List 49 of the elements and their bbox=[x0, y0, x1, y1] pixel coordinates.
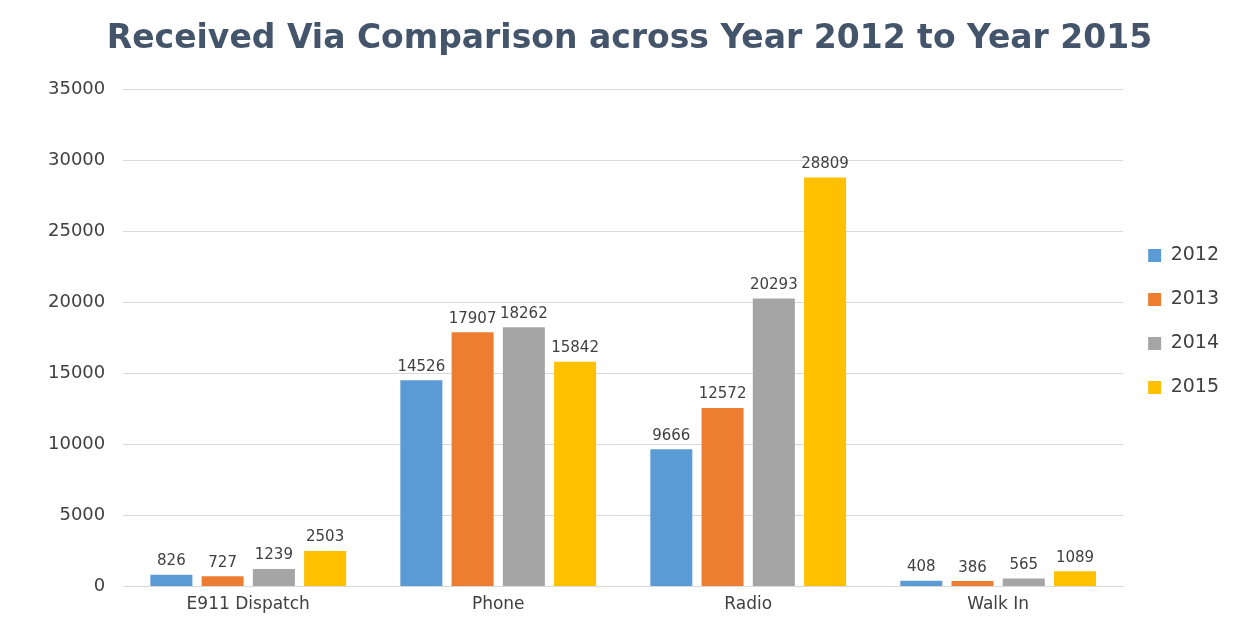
bar bbox=[1002, 578, 1045, 587]
data-label: 14526 bbox=[397, 356, 446, 375]
data-label: 386 bbox=[958, 557, 987, 576]
data-label: 9666 bbox=[652, 425, 691, 444]
bar bbox=[951, 581, 994, 587]
x-tick-label: Radio bbox=[724, 593, 773, 614]
y-tick-label: 5000 bbox=[59, 503, 106, 525]
data-label: 12572 bbox=[698, 384, 747, 403]
y-tick-label: 30000 bbox=[48, 148, 106, 170]
data-label: 1089 bbox=[1055, 547, 1095, 566]
data-label: 28809 bbox=[801, 153, 849, 172]
bar bbox=[1054, 571, 1097, 587]
data-label: 15842 bbox=[551, 338, 599, 357]
legend-label: 2013 bbox=[1170, 286, 1220, 309]
y-tick-label: 35000 bbox=[48, 77, 106, 99]
bar bbox=[400, 380, 443, 587]
bar bbox=[150, 574, 193, 587]
x-tick-label: E911 Dispatch bbox=[186, 593, 310, 614]
data-label: 727 bbox=[208, 552, 237, 571]
bar bbox=[201, 576, 244, 587]
bar bbox=[804, 177, 847, 587]
legend-label: 2015 bbox=[1170, 374, 1220, 397]
x-tick-label: Walk In bbox=[967, 593, 1030, 614]
y-tick-label: 20000 bbox=[48, 290, 106, 312]
bar bbox=[650, 449, 693, 587]
bar bbox=[701, 408, 744, 587]
bar bbox=[304, 551, 347, 587]
y-tick-label: 15000 bbox=[48, 361, 106, 383]
x-tick-label: Phone bbox=[471, 593, 525, 614]
data-label: 1239 bbox=[254, 545, 293, 564]
data-label: 2503 bbox=[306, 527, 345, 546]
y-tick-label: 0 bbox=[93, 574, 106, 596]
data-label: 17907 bbox=[448, 308, 497, 327]
data-label: 826 bbox=[157, 551, 186, 570]
bar bbox=[502, 327, 545, 587]
y-tick-label: 25000 bbox=[48, 219, 106, 241]
bar bbox=[554, 361, 597, 587]
data-label: 20293 bbox=[749, 274, 798, 293]
data-label: 565 bbox=[1009, 554, 1039, 573]
chart-title: Received Via Comparison across Year 2012 to Year 2015 bbox=[106, 17, 1153, 57]
bar bbox=[451, 332, 494, 587]
bar bbox=[252, 569, 295, 587]
y-tick-label: 10000 bbox=[48, 432, 106, 454]
data-label: 408 bbox=[906, 557, 936, 576]
bar bbox=[900, 580, 943, 587]
legend-label: 2012 bbox=[1170, 242, 1220, 265]
data-label: 18262 bbox=[499, 303, 548, 322]
legend-label: 2014 bbox=[1170, 330, 1220, 353]
bar bbox=[752, 298, 795, 587]
